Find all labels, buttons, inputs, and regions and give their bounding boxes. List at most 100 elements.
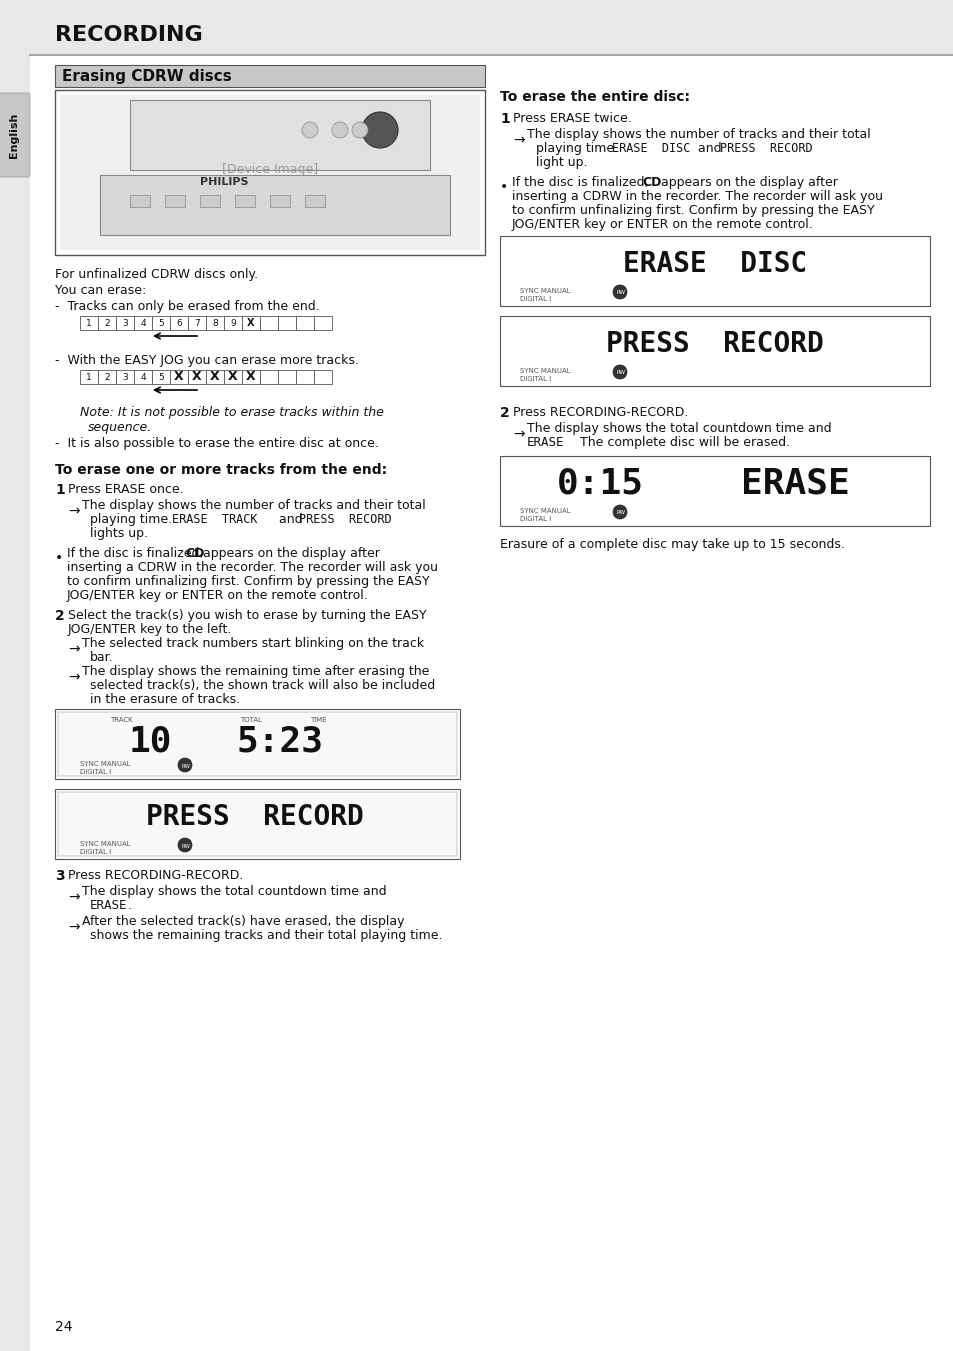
Text: 5:23: 5:23 [236, 724, 323, 758]
Bar [277, 316, 295, 330]
Text: 7: 7 [193, 319, 200, 327]
Text: 10: 10 [128, 724, 172, 758]
Bar [170, 370, 188, 384]
Bar [80, 370, 98, 384]
Text: ERASE  TRACK: ERASE TRACK [172, 513, 257, 526]
Text: →: → [68, 642, 79, 657]
Text: sequence.: sequence. [88, 422, 152, 434]
Text: To erase the entire disc:: To erase the entire disc: [499, 91, 689, 104]
Bar [200, 195, 220, 207]
Text: X: X [174, 370, 184, 384]
Text: RW: RW [616, 290, 625, 296]
Circle shape [613, 365, 626, 380]
Text: 3: 3 [122, 319, 128, 327]
Text: You can erase:: You can erase: [55, 284, 146, 297]
Bar [499, 316, 929, 386]
Text: 0:15: 0:15 [556, 467, 643, 501]
Text: •: • [499, 180, 508, 195]
Bar [116, 370, 133, 384]
Text: The complete disc will be erased.: The complete disc will be erased. [572, 436, 789, 449]
Text: DIGITAL I: DIGITAL I [80, 848, 112, 855]
Text: playing time.: playing time. [90, 513, 176, 526]
Text: ERASE: ERASE [90, 898, 128, 912]
Text: Press RECORDING-RECORD.: Press RECORDING-RECORD. [68, 869, 243, 882]
Text: 6: 6 [176, 319, 182, 327]
Text: The display shows the total countdown time and: The display shows the total countdown ti… [82, 885, 386, 898]
Text: SYNC MANUAL: SYNC MANUAL [519, 288, 570, 295]
Text: 1: 1 [86, 319, 91, 327]
Text: Erasing CDRW discs: Erasing CDRW discs [62, 69, 232, 84]
Bar [55, 789, 459, 859]
Text: 9: 9 [230, 319, 235, 327]
Text: The display shows the total countdown time and: The display shows the total countdown ti… [526, 422, 831, 435]
Text: RW: RW [616, 370, 625, 376]
Text: Press ERASE twice.: Press ERASE twice. [513, 112, 631, 126]
Text: PHILIPS: PHILIPS [200, 177, 248, 186]
Text: 8: 8 [212, 319, 217, 327]
Bar [80, 316, 98, 330]
Bar [130, 195, 150, 207]
Bar [188, 370, 206, 384]
Bar [270, 195, 290, 207]
Text: TIME: TIME [310, 717, 326, 723]
Text: The display shows the number of tracks and their total: The display shows the number of tracks a… [82, 499, 425, 512]
Text: CD: CD [641, 176, 660, 189]
Text: to confirm unfinalizing first. Confirm by pressing the EASY: to confirm unfinalizing first. Confirm b… [67, 576, 429, 588]
Text: SYNC MANUAL: SYNC MANUAL [80, 842, 131, 847]
Circle shape [302, 122, 317, 138]
Bar [295, 370, 314, 384]
Bar [260, 370, 277, 384]
Circle shape [178, 838, 192, 852]
Text: Note: It is not possible to erase tracks within the: Note: It is not possible to erase tracks… [80, 407, 383, 419]
Text: 2: 2 [499, 407, 509, 420]
Text: RECORDING: RECORDING [55, 26, 203, 45]
Text: RW: RW [181, 843, 191, 848]
Bar [170, 316, 188, 330]
Text: Press RECORDING-RECORD.: Press RECORDING-RECORD. [513, 407, 688, 419]
Text: appears on the display after: appears on the display after [199, 547, 379, 561]
Circle shape [613, 285, 626, 299]
Bar [130, 100, 430, 170]
Text: If the disc is finalized,: If the disc is finalized, [512, 176, 652, 189]
Text: TRACK: TRACK [110, 717, 132, 723]
Text: →: → [68, 920, 79, 934]
Text: 2: 2 [104, 373, 110, 381]
Text: in the erasure of tracks.: in the erasure of tracks. [90, 693, 240, 707]
Circle shape [613, 505, 626, 519]
Text: →: → [513, 132, 524, 147]
Text: DIGITAL I: DIGITAL I [519, 516, 551, 521]
Text: For unfinalized CDRW discs only.: For unfinalized CDRW discs only. [55, 267, 258, 281]
Text: JOG/ENTER key or ENTER on the remote control.: JOG/ENTER key or ENTER on the remote con… [512, 218, 813, 231]
Text: PRESS  RECORD: PRESS RECORD [298, 513, 392, 526]
Circle shape [352, 122, 368, 138]
Text: SYNC MANUAL: SYNC MANUAL [80, 761, 131, 767]
Text: ERASE: ERASE [740, 467, 848, 501]
Text: -  With the EASY JOG you can erase more tracks.: - With the EASY JOG you can erase more t… [55, 354, 358, 367]
Text: ERASE  DISC: ERASE DISC [612, 142, 690, 155]
Bar [165, 195, 185, 207]
Text: →: → [68, 890, 79, 904]
Text: X: X [192, 370, 202, 384]
Bar [55, 65, 484, 86]
Text: 1: 1 [499, 112, 509, 126]
Bar [242, 316, 260, 330]
Text: If the disc is finalized,: If the disc is finalized, [67, 547, 208, 561]
Text: light up.: light up. [536, 155, 587, 169]
Text: PRESS  RECORD: PRESS RECORD [605, 330, 823, 358]
Text: Press ERASE once.: Press ERASE once. [68, 484, 183, 496]
FancyBboxPatch shape [0, 93, 30, 177]
Bar [133, 316, 152, 330]
Bar [30, 0, 953, 55]
Text: X: X [247, 317, 254, 328]
Bar [55, 91, 484, 255]
Text: Select the track(s) you wish to erase by turning the EASY: Select the track(s) you wish to erase by… [68, 609, 426, 621]
Bar [100, 176, 450, 235]
Bar [58, 712, 456, 775]
Text: to confirm unfinalizing first. Confirm by pressing the EASY: to confirm unfinalizing first. Confirm b… [512, 204, 874, 218]
Text: The display shows the number of tracks and their total: The display shows the number of tracks a… [526, 128, 870, 141]
Bar [295, 316, 314, 330]
Text: 24: 24 [55, 1320, 72, 1333]
Bar [260, 316, 277, 330]
Bar [98, 370, 116, 384]
Text: PRESS  RECORD: PRESS RECORD [720, 142, 812, 155]
